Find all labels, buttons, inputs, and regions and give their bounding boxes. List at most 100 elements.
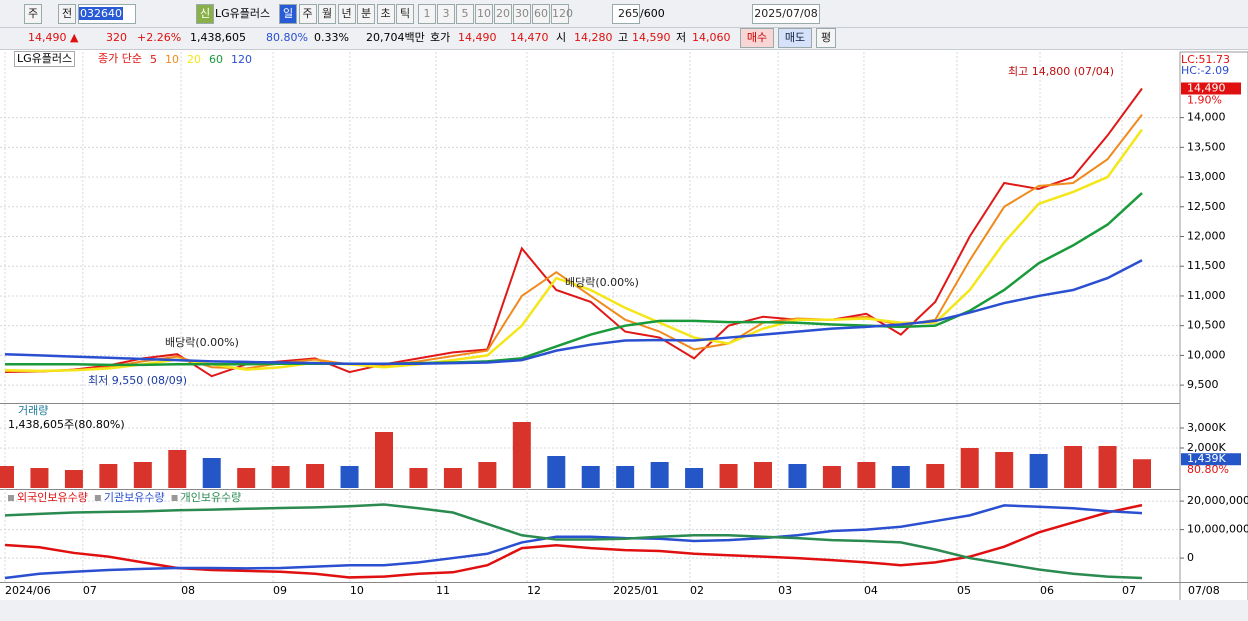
volume-bar: [995, 452, 1014, 488]
volume-bar: [754, 462, 772, 488]
y-tick-label: 14,000: [1187, 111, 1226, 124]
interval-button[interactable]: 1: [418, 4, 436, 24]
legend-label: 60: [209, 53, 223, 66]
legend-swatch: [171, 495, 178, 501]
volume-bar: [30, 468, 49, 488]
open: 14,280: [574, 31, 613, 44]
y-tick-label: 10,000: [1187, 348, 1226, 361]
volume-bar: [650, 462, 669, 488]
stock-name: LG유플러스: [215, 7, 271, 20]
amount: 20,704백만: [366, 31, 425, 44]
volume-bar: [133, 462, 152, 488]
period-button[interactable]: 월: [318, 4, 336, 24]
legend-label: 5: [150, 53, 157, 66]
y-tick-label: 10,000,000: [1187, 523, 1248, 536]
interval-button[interactable]: 5: [456, 4, 474, 24]
volume-bar: [0, 466, 14, 488]
count-input[interactable]: 265: [612, 4, 640, 24]
code-text: 032640: [79, 7, 123, 20]
volume-bar: [237, 468, 256, 488]
change: 320: [106, 31, 127, 44]
y-tick-label: 12,000: [1187, 230, 1226, 243]
high: 14,590: [632, 31, 671, 44]
x-tick-label: 08: [181, 584, 195, 597]
right-axis-area: [1179, 51, 1248, 602]
y-tick-label: 13,000: [1187, 170, 1226, 183]
current-price-box: [1181, 82, 1241, 95]
series-line: [4, 114, 1143, 373]
volume-bar: [960, 448, 979, 488]
volume-ratio: 80.80%: [1187, 463, 1229, 476]
legend-prefix: 종가 단순: [98, 52, 142, 65]
volume-bar: [64, 470, 83, 488]
volume-bar: [271, 466, 290, 488]
volume-bar: [822, 466, 841, 488]
menu-button[interactable]: 전: [58, 4, 76, 24]
menu-button[interactable]: 주: [24, 4, 42, 24]
current-volume-label: 1,439K: [1187, 452, 1226, 465]
volume-bar: [581, 466, 600, 488]
legend-label: 외국인보유수량: [17, 491, 88, 504]
indicator-label: HC:-2.09: [1181, 64, 1229, 77]
y-tick-label: 20,000,000: [1187, 494, 1248, 507]
buy-button[interactable]: 매수: [740, 28, 774, 48]
new-badge[interactable]: 신: [196, 4, 214, 24]
x-tick-label: 02: [690, 584, 704, 597]
interval-button[interactable]: 10: [475, 4, 493, 24]
count-max: /600: [640, 7, 665, 20]
legend-swatch: [8, 495, 14, 501]
x-tick-label: 07: [83, 584, 97, 597]
period-button[interactable]: 주: [298, 4, 317, 24]
current-price-label: 14,490: [1187, 81, 1226, 94]
low: 14,060: [692, 31, 731, 44]
avg-button[interactable]: 평: [816, 28, 836, 48]
legend-label: 개인보유수량: [181, 491, 242, 504]
interval-button[interactable]: 60: [532, 4, 550, 24]
series-line: [4, 128, 1144, 373]
period-button[interactable]: 틱: [396, 4, 414, 24]
annotation: 최고 14,800 (07/04): [1008, 65, 1114, 78]
volume-bar: [788, 464, 807, 488]
volume-bar: [443, 468, 462, 488]
legend-label: 10: [165, 53, 179, 66]
period-button[interactable]: 일: [279, 4, 297, 24]
open-label: 시: [556, 31, 567, 44]
date-input[interactable]: 2025/07/08: [752, 4, 820, 24]
legend-swatch: [94, 495, 101, 501]
volume-bar: [1133, 459, 1151, 488]
volume-subtitle: 1,438,605주(80.80%): [8, 418, 125, 431]
volume-bar: [891, 466, 910, 488]
interval-button[interactable]: 20: [494, 4, 512, 24]
sell-button[interactable]: 매도: [778, 28, 812, 48]
interval-button[interactable]: 3: [437, 4, 455, 24]
interval-button[interactable]: 30: [513, 4, 531, 24]
period-button[interactable]: 년: [337, 4, 356, 24]
volume-title: 거래량: [18, 404, 49, 417]
y-tick-label: 11,000: [1187, 289, 1226, 302]
annotation: 최저 9,550 (08/09): [88, 374, 187, 387]
scroll-bar: [0, 600, 1248, 621]
x-tick-label: 11: [436, 584, 450, 597]
price-title: LG유플러스: [14, 51, 76, 67]
interval-button[interactable]: 120: [551, 4, 573, 24]
x-end-label: 07/08: [1188, 584, 1220, 597]
volume-bar: [1098, 446, 1117, 488]
series-line: [5, 192, 1143, 367]
code-input[interactable]: 032640: [78, 4, 136, 24]
volume-bar: [1029, 454, 1048, 488]
volume-bar: [857, 462, 876, 488]
legend-label: 120: [231, 53, 252, 66]
turnover: 0.33%: [314, 31, 349, 44]
legend-label: 20: [187, 53, 201, 66]
y-tick-label: 3,000K: [1187, 421, 1226, 434]
volume-bar: [168, 450, 187, 488]
volume-bar: [1064, 446, 1083, 488]
volume: 1,438,605: [190, 31, 246, 44]
vol-ratio: 80.80%: [266, 31, 308, 44]
period-button[interactable]: 초: [376, 4, 395, 24]
bid-label: 호가: [430, 31, 451, 44]
price: 14,490 ▲: [28, 31, 79, 44]
period-button[interactable]: 분: [357, 4, 375, 24]
